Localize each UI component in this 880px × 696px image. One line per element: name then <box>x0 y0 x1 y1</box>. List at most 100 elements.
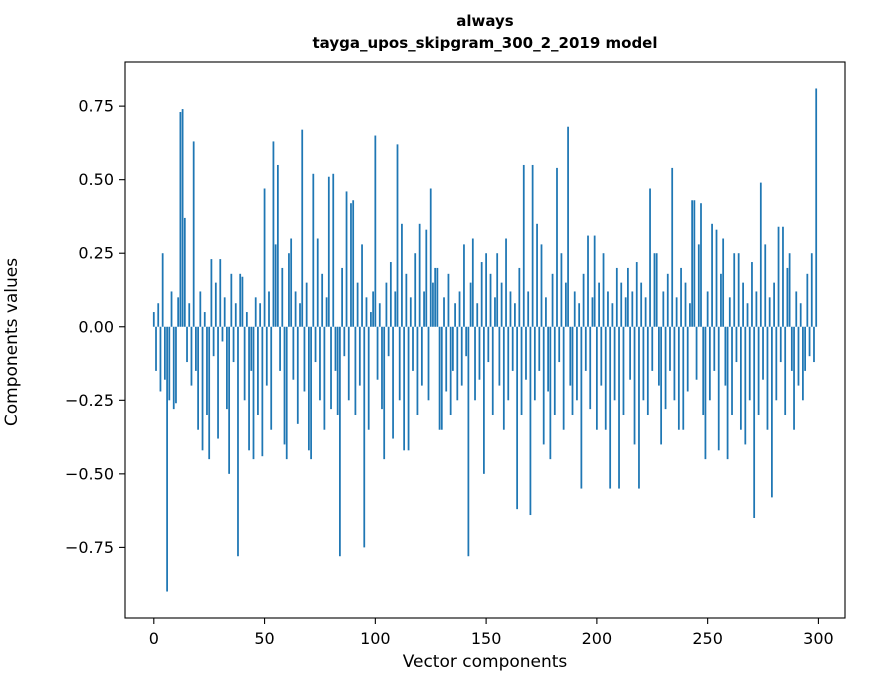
bar <box>316 238 319 327</box>
bar <box>438 326 441 430</box>
bar <box>283 326 286 445</box>
bar <box>345 191 348 327</box>
bar <box>323 326 326 430</box>
bar <box>502 326 505 430</box>
bar <box>562 326 565 430</box>
bar <box>815 88 818 327</box>
bar <box>635 262 638 327</box>
bar <box>460 326 463 386</box>
bar <box>403 326 406 451</box>
bar <box>208 326 211 460</box>
bar <box>602 253 605 327</box>
bar <box>214 282 217 327</box>
bar <box>587 235 589 327</box>
bar <box>234 303 237 327</box>
bar <box>726 326 729 460</box>
bar <box>742 282 744 327</box>
bar <box>221 326 224 342</box>
bar <box>629 326 631 380</box>
bar <box>717 326 720 451</box>
bar <box>352 200 355 327</box>
bar <box>361 244 363 327</box>
bar <box>593 235 596 327</box>
bar <box>580 326 583 489</box>
bar <box>573 291 576 327</box>
bar <box>376 326 379 380</box>
bar <box>702 326 705 416</box>
bar <box>799 303 802 327</box>
bar <box>627 267 629 327</box>
bar <box>177 297 180 327</box>
bar <box>536 223 538 327</box>
bar <box>416 326 419 416</box>
bar <box>396 144 399 327</box>
bar <box>354 326 357 416</box>
bar <box>525 326 527 380</box>
bar <box>172 326 175 410</box>
bar <box>646 326 649 416</box>
bar <box>567 126 569 327</box>
bar <box>808 326 811 357</box>
bar <box>662 291 665 327</box>
bar <box>347 326 350 401</box>
bar <box>813 326 815 363</box>
bar <box>383 326 386 460</box>
bar <box>485 253 487 327</box>
bar <box>429 188 432 327</box>
bar <box>387 326 390 357</box>
bar <box>748 326 751 401</box>
bar <box>458 291 461 327</box>
bar <box>325 297 328 327</box>
bar <box>578 303 581 327</box>
bar <box>611 303 614 327</box>
bar <box>545 297 547 327</box>
bar <box>420 326 423 386</box>
bar <box>469 282 472 327</box>
bar <box>768 297 771 327</box>
bar <box>197 326 199 430</box>
y-tick-label: −0.50 <box>65 464 114 483</box>
bar <box>259 303 262 327</box>
x-tick-label: 250 <box>692 629 723 648</box>
bar <box>296 326 299 424</box>
bar <box>339 326 341 557</box>
x-tick-label: 300 <box>803 629 834 648</box>
bar <box>704 326 707 460</box>
bar <box>418 223 421 327</box>
bar <box>332 173 335 327</box>
bar <box>385 282 388 327</box>
bar <box>195 326 197 371</box>
bar <box>237 326 239 557</box>
bar <box>797 326 800 386</box>
bar <box>443 297 445 327</box>
bar <box>638 326 640 489</box>
bar <box>598 282 600 327</box>
bar <box>210 259 213 327</box>
bar <box>764 244 767 327</box>
bar <box>664 326 667 410</box>
bar <box>356 282 359 327</box>
bar <box>649 188 651 327</box>
bar <box>181 109 184 327</box>
bar <box>274 244 277 327</box>
bar <box>613 326 616 401</box>
bar <box>463 244 465 327</box>
bar <box>241 276 244 327</box>
bar <box>697 244 700 327</box>
bar <box>480 262 483 327</box>
bar <box>671 167 674 327</box>
bar <box>624 297 627 327</box>
y-tick-label: 0.00 <box>78 317 114 336</box>
bar <box>529 326 532 516</box>
bar <box>250 326 253 371</box>
x-tick-label: 150 <box>471 629 502 648</box>
bar <box>491 326 494 416</box>
bar <box>739 326 742 430</box>
chart-title: always <box>456 12 514 30</box>
bar <box>254 297 257 327</box>
bar <box>691 200 694 327</box>
bar <box>547 326 550 392</box>
bar <box>527 291 530 327</box>
